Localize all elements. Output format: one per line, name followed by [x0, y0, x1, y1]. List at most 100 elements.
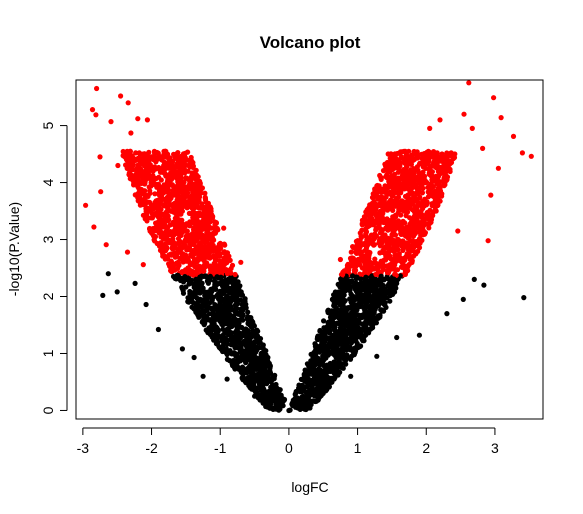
data-point [159, 185, 165, 191]
data-point [414, 189, 420, 195]
data-point [142, 192, 148, 198]
data-point [364, 207, 370, 213]
data-point [368, 211, 374, 218]
data-point [128, 130, 134, 136]
data-point [146, 149, 152, 155]
data-point [298, 386, 304, 393]
data-point [396, 251, 402, 257]
data-point [264, 374, 270, 380]
data-point [305, 398, 311, 404]
data-point [89, 107, 96, 113]
data-point [91, 224, 97, 230]
data-point [257, 340, 263, 346]
data-point [301, 371, 307, 377]
data-point [243, 301, 249, 307]
data-point [355, 281, 361, 287]
data-point [316, 366, 322, 372]
data-point [243, 326, 249, 332]
data-point [204, 244, 210, 250]
data-point [325, 348, 331, 354]
data-point [377, 312, 383, 318]
data-point [196, 210, 202, 216]
data-point [443, 168, 449, 174]
data-point [243, 331, 249, 337]
data-point [306, 403, 312, 409]
data-point [332, 289, 338, 295]
data-point [331, 359, 337, 365]
data-point [194, 295, 200, 302]
data-point [186, 281, 192, 287]
data-point [378, 273, 384, 279]
data-point [261, 379, 267, 385]
data-point [217, 253, 223, 259]
data-point [409, 201, 415, 207]
data-point [93, 112, 99, 118]
data-point [197, 185, 203, 191]
data-point [313, 343, 320, 349]
data-point [146, 157, 152, 163]
data-point [230, 284, 236, 290]
data-point [227, 303, 233, 309]
data-point [349, 255, 355, 261]
data-point [433, 208, 439, 214]
data-point [143, 301, 149, 308]
data-point [213, 305, 219, 311]
data-point [239, 292, 246, 298]
data-point [175, 240, 181, 246]
data-point [203, 273, 209, 279]
data-point [252, 386, 258, 392]
data-point [228, 342, 234, 348]
data-point [369, 276, 375, 282]
data-point [376, 194, 382, 200]
data-point [171, 151, 177, 157]
data-point [337, 256, 343, 263]
data-point [340, 350, 346, 356]
data-point [383, 167, 390, 173]
data-point [213, 262, 219, 268]
data-point [359, 265, 365, 271]
data-point [276, 405, 282, 411]
data-point [209, 298, 215, 304]
data-point [194, 307, 200, 313]
data-point [420, 164, 426, 170]
data-point [365, 264, 371, 271]
data-point [196, 249, 202, 256]
data-point [372, 188, 378, 194]
data-point [432, 151, 438, 157]
data-point [399, 207, 405, 213]
data-point [344, 330, 350, 336]
data-point [390, 192, 396, 198]
data-point [214, 225, 220, 232]
data-point [365, 249, 371, 255]
data-point [410, 184, 416, 190]
data-point [419, 214, 425, 220]
x-axis-label: logFC [291, 479, 328, 495]
data-point [264, 403, 270, 409]
point-cloud [120, 148, 458, 413]
data-point [187, 164, 193, 170]
data-point [194, 226, 200, 232]
data-point [167, 155, 173, 161]
data-point [406, 225, 412, 231]
data-point [361, 214, 367, 220]
data-point [228, 265, 234, 272]
data-point [324, 373, 330, 379]
data-point [151, 165, 157, 171]
data-point [425, 194, 431, 200]
data-point [213, 282, 219, 288]
data-point [237, 340, 243, 346]
chart-title: Volcano plot [260, 33, 361, 52]
data-point [379, 284, 385, 291]
data-point [108, 119, 114, 125]
data-point [124, 157, 130, 163]
data-point [344, 262, 350, 269]
data-point [165, 199, 171, 205]
data-point [149, 215, 155, 221]
data-point [205, 330, 211, 336]
data-point [200, 373, 206, 379]
data-point [105, 271, 111, 277]
y-axis-label: -log10(P.Value) [6, 202, 22, 296]
data-point [391, 257, 397, 263]
data-point [405, 268, 411, 274]
data-point [389, 203, 395, 209]
